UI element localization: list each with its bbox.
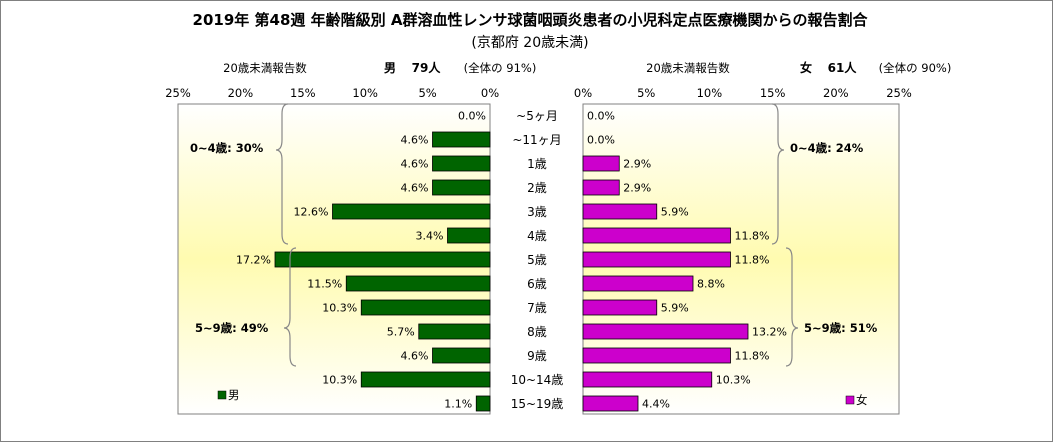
- female-count-label: 20歳未満報告数: [646, 61, 730, 75]
- female-0-4-brace: [771, 103, 785, 245]
- category-label: 6歳: [527, 277, 547, 291]
- female-bar: [582, 299, 658, 316]
- category-label: 2歳: [527, 181, 547, 195]
- male-legend-swatch: [217, 390, 227, 400]
- female-data-label: 0.0%: [587, 134, 615, 147]
- female-legend-swatch: [845, 395, 855, 405]
- male-data-label: 4.6%: [401, 350, 429, 363]
- male-bar: [447, 227, 491, 244]
- male-bar: [332, 203, 491, 220]
- female-data-label: 11.8%: [735, 230, 770, 243]
- female-data-label: 11.8%: [735, 254, 770, 267]
- female-header-sex: 女: [800, 60, 812, 75]
- male-bar: [418, 323, 491, 340]
- female-bar: [582, 227, 731, 244]
- male-data-label: 3.4%: [416, 230, 444, 243]
- male-bar: [475, 395, 491, 412]
- category-label: 8歳: [527, 325, 547, 339]
- male-data-label: 4.6%: [401, 134, 429, 147]
- male-header-count: 79人: [412, 60, 442, 75]
- male-5-9-annotation: 5~9歳: 49%: [195, 321, 269, 335]
- male-bar: [432, 131, 491, 148]
- male-bar: [432, 155, 491, 172]
- category-label: ~5ヶ月: [516, 109, 558, 123]
- male-header-sex: 男: [384, 61, 396, 75]
- category-label: 10~14歳: [511, 373, 564, 387]
- male-data-label: 17.2%: [236, 254, 271, 267]
- male-data-label: 11.5%: [307, 278, 342, 291]
- male-axis-tick: 10%: [352, 86, 378, 100]
- category-label: ~11ヶ月: [512, 133, 561, 147]
- female-bar: [582, 251, 731, 268]
- female-axis-tick: 20%: [823, 86, 849, 100]
- female-data-label: 5.9%: [661, 302, 689, 315]
- male-bar: [274, 251, 491, 268]
- male-axis-tick: 5%: [418, 86, 436, 100]
- chart-title: 2019年 第48週 年齢階級別 A群溶血性レンサ球菌咽頭炎患者の小児科定点医療…: [193, 11, 869, 29]
- male-data-label: 4.6%: [401, 158, 429, 171]
- female-axis-tick: 10%: [697, 86, 723, 100]
- female-0-4-annotation: 0~4歳: 24%: [790, 141, 864, 155]
- female-bar: [582, 155, 620, 172]
- female-data-label: 0.0%: [587, 110, 615, 123]
- female-5-9-brace: [785, 247, 799, 367]
- female-bar: [582, 371, 713, 388]
- category-label: 5歳: [527, 253, 547, 267]
- female-data-label: 2.9%: [623, 182, 651, 195]
- category-label: 7歳: [527, 301, 547, 315]
- female-axis-tick: 5%: [637, 86, 655, 100]
- female-bar: [582, 179, 620, 196]
- female-header-share: (全体の 90%): [879, 61, 952, 75]
- male-data-label: 0.0%: [458, 110, 486, 123]
- male-header-share: (全体の 91%): [464, 61, 537, 75]
- male-data-label: 4.6%: [401, 182, 429, 195]
- male-bar: [360, 371, 491, 388]
- female-data-label: 5.9%: [661, 206, 689, 219]
- male-axis-tick: 25%: [165, 86, 191, 100]
- female-data-label: 10.3%: [716, 374, 751, 387]
- female-data-label: 4.4%: [642, 398, 670, 411]
- male-bar: [360, 299, 491, 316]
- male-axis-tick: 0%: [481, 86, 499, 100]
- category-label: 15~19歳: [511, 397, 564, 411]
- female-legend-label: 女: [856, 393, 868, 407]
- female-header-count: 61人: [828, 60, 858, 75]
- female-bar: [582, 323, 749, 340]
- female-data-label: 13.2%: [752, 326, 787, 339]
- male-count-label: 20歳未満報告数: [223, 61, 307, 75]
- male-bar: [432, 347, 491, 364]
- female-bar: [582, 395, 639, 412]
- male-axis-tick: 20%: [228, 86, 254, 100]
- male-data-label: 10.3%: [322, 302, 357, 315]
- female-data-label: 8.8%: [697, 278, 725, 291]
- male-axis-tick: 15%: [290, 86, 316, 100]
- male-0-4-brace: [275, 103, 289, 245]
- female-axis-tick: 25%: [886, 86, 912, 100]
- female-5-9-annotation: 5~9歳: 51%: [804, 321, 878, 335]
- female-data-label: 11.8%: [735, 350, 770, 363]
- male-data-label: 1.1%: [444, 398, 472, 411]
- category-label: 4歳: [527, 229, 547, 243]
- male-data-label: 5.7%: [387, 326, 415, 339]
- chart-subtitle: (京都府 20歳未満): [471, 35, 588, 51]
- male-5-9-brace: [283, 247, 297, 367]
- male-bar: [432, 179, 491, 196]
- male-0-4-annotation: 0~4歳: 30%: [190, 141, 264, 155]
- male-legend-label: 男: [228, 388, 240, 402]
- female-bar: [582, 275, 694, 292]
- female-bar: [582, 203, 658, 220]
- male-data-label: 10.3%: [322, 374, 357, 387]
- female-bar: [582, 347, 731, 364]
- female-data-label: 2.9%: [623, 158, 651, 171]
- male-data-label: 12.6%: [294, 206, 329, 219]
- female-axis-tick: 15%: [760, 86, 786, 100]
- category-label: 3歳: [527, 205, 547, 219]
- female-axis-tick: 0%: [574, 86, 592, 100]
- category-label: 9歳: [527, 349, 547, 363]
- category-label: 1歳: [527, 157, 547, 171]
- male-bar: [345, 275, 491, 292]
